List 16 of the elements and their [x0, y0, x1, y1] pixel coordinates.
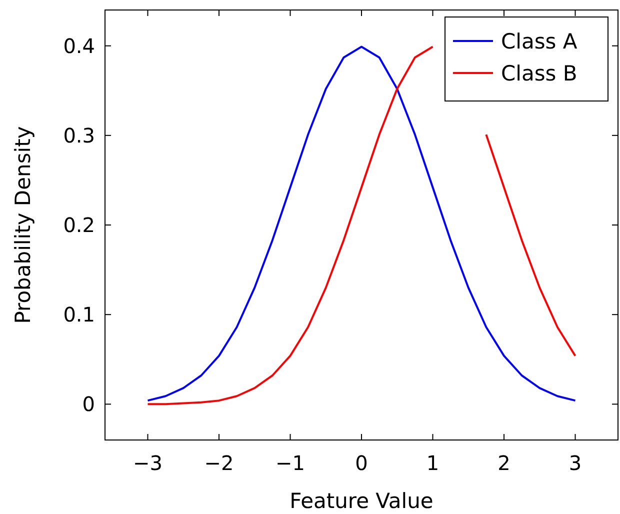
legend-label: Class B — [501, 61, 578, 86]
x-tick-label: 2 — [498, 451, 510, 475]
x-tick-label: 3 — [568, 451, 582, 475]
y-axis-title: Probability Density — [11, 126, 35, 324]
x-tick-label: 0 — [355, 451, 368, 475]
y-tick-label: 0.3 — [63, 123, 95, 148]
y-tick-label: 0.1 — [63, 302, 95, 327]
x-tick-label: 1 — [426, 451, 440, 475]
x-axis-title: Feature Value — [290, 489, 434, 513]
y-tick-label: 0 — [82, 392, 95, 416]
legend-label: Class A — [501, 29, 578, 54]
y-tick-label: 0.4 — [63, 34, 95, 58]
x-tick-label: −3 — [133, 451, 162, 475]
x-tick-label: −1 — [276, 451, 305, 475]
y-tick-label: 0.2 — [63, 213, 95, 237]
x-tick-label: −2 — [204, 451, 234, 475]
